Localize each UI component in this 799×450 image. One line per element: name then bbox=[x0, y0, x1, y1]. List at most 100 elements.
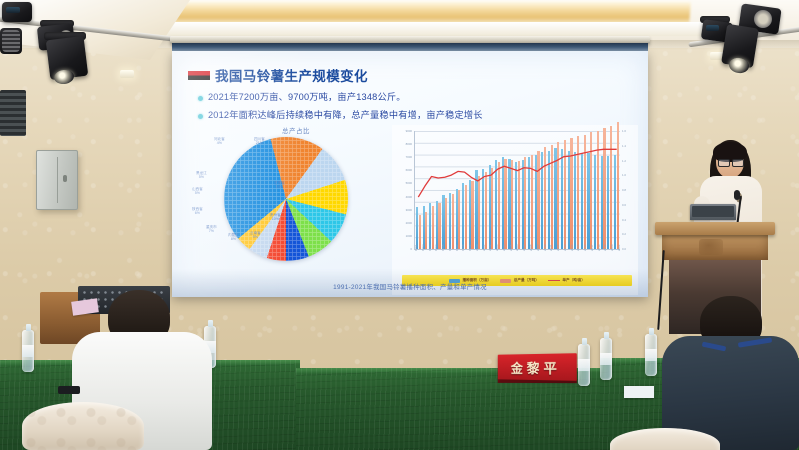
legend-label: 播种面积（万亩） bbox=[462, 278, 492, 282]
projection-screen-assembly: 我国马铃薯生产规模变化 2021年7200万亩、9700万吨，亩产1348公斤。… bbox=[170, 36, 650, 298]
bar-output bbox=[576, 136, 580, 249]
bar-group bbox=[468, 131, 474, 249]
water-bottle-3 bbox=[578, 338, 590, 386]
slide-bullet-1: 2021年7200万亩、9700万吨，亩产1348公斤。 bbox=[198, 92, 636, 104]
bar-area bbox=[574, 151, 577, 249]
bar-group bbox=[534, 131, 540, 249]
y-tick-label: 2000 bbox=[405, 220, 412, 225]
slide-title-row: 我国马铃薯生产规模变化 bbox=[188, 65, 636, 85]
y-tick-label-right: 1.6 bbox=[622, 129, 627, 133]
x-tick-label: 2000 bbox=[474, 244, 479, 251]
par-light-face bbox=[2, 30, 20, 52]
bar-area bbox=[600, 155, 603, 249]
y-tick-label: 3000 bbox=[405, 207, 412, 212]
y-tick-label: 8000 bbox=[405, 142, 412, 147]
bottle-label bbox=[578, 359, 590, 371]
bar-group bbox=[607, 125, 613, 249]
pie-slice-label: 贵州省 10% bbox=[270, 213, 281, 222]
pie-chart-title: 总产占比 bbox=[282, 128, 310, 135]
bar-area bbox=[580, 153, 584, 249]
nameplate-text: 金黎平 bbox=[510, 360, 562, 376]
bar-output bbox=[524, 157, 527, 249]
pie-slice-label: 甘肃省 14% bbox=[274, 181, 285, 190]
bar-group bbox=[514, 131, 520, 249]
bar-chart-bars bbox=[415, 121, 620, 249]
bottle-label bbox=[22, 345, 34, 357]
x-tick-label: 2019 bbox=[603, 244, 608, 251]
bar-group bbox=[600, 128, 606, 249]
bar-output bbox=[478, 175, 481, 249]
bar-area bbox=[587, 153, 590, 249]
bar-group bbox=[429, 131, 435, 249]
bar-area bbox=[468, 179, 471, 249]
bar-area bbox=[501, 157, 504, 249]
bar-group bbox=[561, 131, 566, 249]
bullet-dot-icon bbox=[198, 96, 203, 101]
bar-output bbox=[609, 125, 613, 249]
y-tick-label-right: 0.8 bbox=[622, 188, 627, 192]
bar-group bbox=[488, 131, 494, 249]
stage-light-led-array bbox=[754, 10, 772, 28]
x-tick-label: 1998 bbox=[461, 244, 466, 251]
speaker-hair-front bbox=[713, 142, 747, 162]
x-tick-label: 2009 bbox=[535, 244, 540, 251]
screen-top-band bbox=[172, 43, 648, 52]
bar-group bbox=[448, 131, 454, 249]
bar-output bbox=[464, 184, 468, 249]
bar-output bbox=[484, 171, 487, 249]
x-tick-label: 2008 bbox=[529, 244, 534, 251]
slide-bullet-2: 2012年面积达峰后持续稳中有降，总产量稳中有增，亩产稳定增长 bbox=[198, 110, 636, 122]
ceiling-soffit bbox=[119, 22, 721, 36]
bar-group bbox=[587, 131, 593, 249]
title-marker-icon bbox=[188, 70, 210, 80]
legend-item: 单产（吨/亩） bbox=[547, 278, 585, 283]
bar-output bbox=[557, 141, 560, 249]
bar-group bbox=[475, 131, 481, 249]
pie-slice-label: 河北省 4% bbox=[214, 137, 225, 146]
y-tick-label-right: 1.0 bbox=[622, 173, 627, 178]
phone-on-table bbox=[58, 386, 80, 394]
legend-label: 总产量（万吨） bbox=[513, 278, 539, 282]
y-tick-label: 6000 bbox=[405, 168, 412, 173]
pie-chart-block: 总产占比 四川省 21% 甘肃省 14% 贵州省 10% 云南省 9% 内蒙古 8% 重庆市 7% 陕西… bbox=[192, 125, 400, 283]
bar-output bbox=[603, 128, 606, 249]
x-tick-label: 1996 bbox=[447, 244, 452, 251]
chair-left bbox=[22, 402, 144, 450]
x-tick-label: 1991 bbox=[414, 244, 418, 251]
x-tick-label: 2005 bbox=[508, 244, 513, 251]
bar-group bbox=[416, 131, 421, 249]
glasses-lens-right bbox=[732, 159, 744, 167]
x-tick-label: 2016 bbox=[583, 244, 588, 251]
slide-bullet-text: 2012年面积达峰后持续稳中有降，总产量稳中有增，亩产稳定增长 bbox=[208, 109, 483, 120]
bottle-label bbox=[645, 349, 657, 361]
bottle-label bbox=[600, 353, 612, 365]
bar-output bbox=[438, 203, 441, 249]
bar-group bbox=[462, 131, 468, 249]
pie-slice-label: 山西省 5% bbox=[192, 187, 203, 196]
y-tick-label-right: 0.6 bbox=[622, 202, 627, 207]
par-light-left bbox=[0, 28, 22, 54]
bar-output bbox=[590, 132, 593, 249]
x-tick-label: 2007 bbox=[522, 244, 527, 251]
bar-group bbox=[422, 131, 428, 249]
bar-area bbox=[416, 207, 419, 249]
x-tick-label: 1995 bbox=[441, 244, 446, 251]
air-vent bbox=[0, 90, 26, 136]
stage-light-yoke bbox=[44, 32, 86, 40]
microphone-head bbox=[734, 190, 740, 200]
bar-group bbox=[495, 131, 500, 249]
water-bottle-1 bbox=[22, 324, 34, 372]
speaker-glasses bbox=[718, 159, 744, 167]
x-tick-label: 2012 bbox=[556, 244, 561, 251]
bar-area bbox=[481, 169, 485, 249]
bar-output bbox=[504, 158, 507, 249]
laptop-screen bbox=[692, 206, 734, 217]
bar-output bbox=[616, 121, 619, 249]
x-tick-label: 2014 bbox=[569, 244, 574, 251]
bar-output bbox=[596, 131, 599, 249]
x-tick-label: 1992 bbox=[420, 244, 425, 251]
stage-light-yoke bbox=[40, 20, 74, 27]
bar-area bbox=[594, 154, 597, 249]
x-tick-label: 1997 bbox=[454, 244, 459, 251]
bar-group bbox=[594, 131, 599, 249]
